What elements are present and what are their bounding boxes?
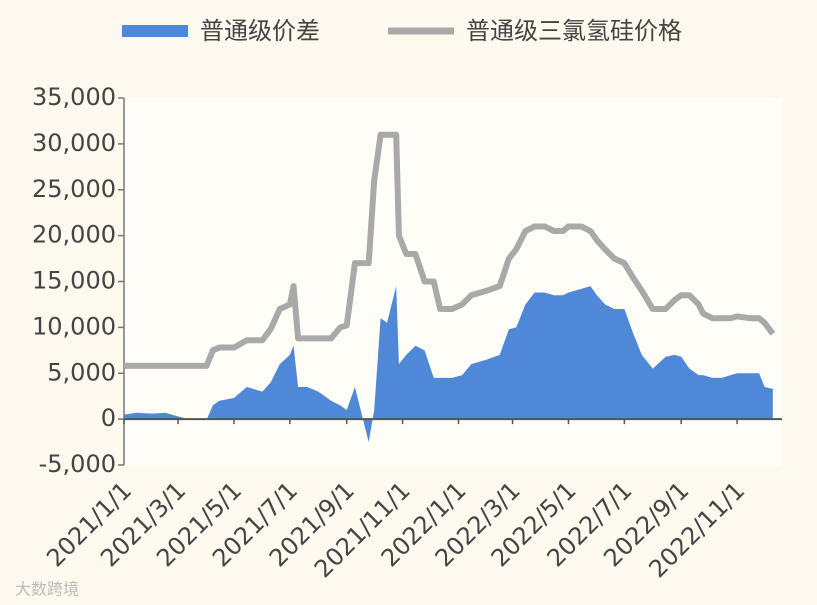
legend-swatch <box>122 25 188 37</box>
y-tick-label: 0 <box>101 404 116 432</box>
y-tick-label: 35,000 <box>32 83 116 111</box>
y-tick-label: 20,000 <box>32 221 116 249</box>
watermark: 大数跨境 <box>15 580 79 599</box>
area <box>124 286 773 443</box>
y-tick-label: 25,000 <box>32 175 116 203</box>
y-tick-label: -5,000 <box>39 450 116 478</box>
y-tick-label: 10,000 <box>32 312 116 340</box>
y-tick-label: 15,000 <box>32 267 116 295</box>
y-tick-label: 5,000 <box>47 358 116 386</box>
legend-label: 普通级三氯氢硅价格 <box>466 17 682 45</box>
legend-label: 普通级价差 <box>200 17 320 45</box>
y-tick-label: 30,000 <box>32 129 116 157</box>
line <box>124 131 776 369</box>
